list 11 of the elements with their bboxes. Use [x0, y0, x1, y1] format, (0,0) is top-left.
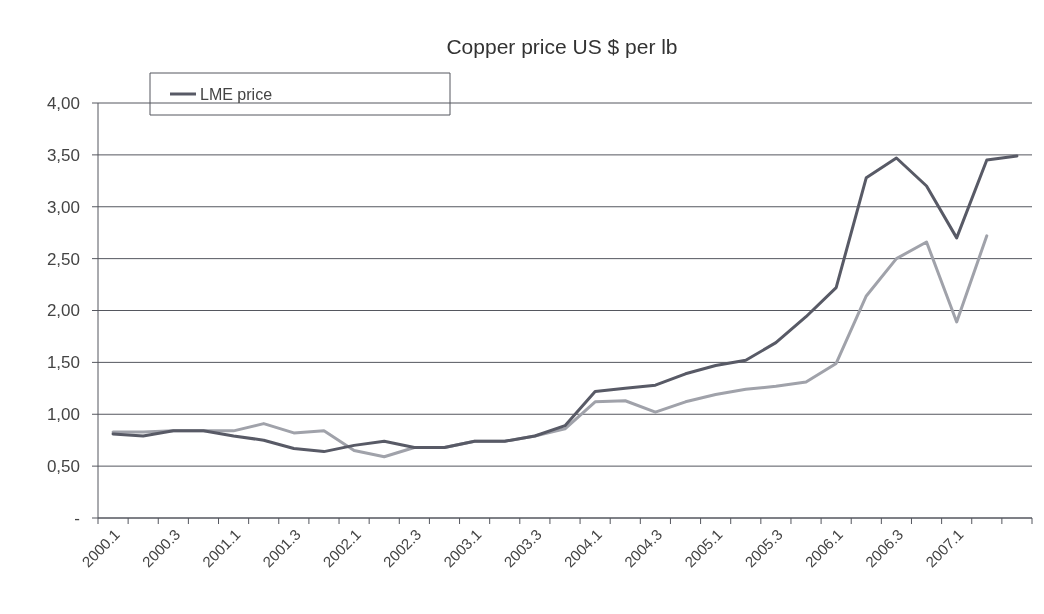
y-tick-label: 1,00	[46, 405, 80, 425]
y-tick-label: -	[74, 508, 80, 528]
y-tick-label: 0,50	[46, 457, 80, 477]
y-tick-label: 2,00	[46, 301, 80, 321]
chart-title: Copper price US $ per lb	[446, 35, 678, 58]
y-tick-label: 3,50	[46, 145, 80, 165]
y-tick-label: 1,50	[46, 353, 80, 373]
y-tick-label: 2,50	[46, 249, 80, 269]
y-tick-label: 3,00	[46, 197, 80, 217]
y-tick-label: 4,00	[46, 93, 80, 113]
legend-label: LME price	[200, 85, 273, 103]
